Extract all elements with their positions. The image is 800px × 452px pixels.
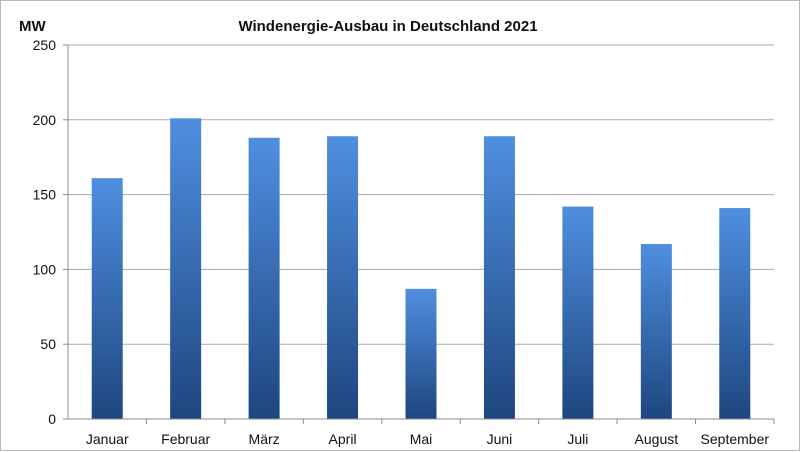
x-axis-tick-label: Februar xyxy=(161,431,210,447)
x-axis-tick-label: April xyxy=(329,431,357,447)
bar-juli xyxy=(562,206,594,419)
bar-januar xyxy=(91,178,123,419)
x-axis-tick-label: Juni xyxy=(487,431,513,447)
bars xyxy=(91,118,751,420)
x-axis-tick-label: März xyxy=(249,431,280,447)
chart-title: Windenergie-Ausbau in Deutschland 2021 xyxy=(238,18,537,35)
y-axis-tick-label: 250 xyxy=(33,37,57,53)
axes xyxy=(67,45,775,424)
y-axis-unit-label: MW xyxy=(19,18,46,35)
bar-juni xyxy=(483,136,515,420)
bar-august xyxy=(640,243,672,419)
x-axis-tick-label: Januar xyxy=(86,431,129,447)
x-axis-tick-label: September xyxy=(701,431,770,447)
y-axis-tick-labels: 0 50 100 150 200 250 xyxy=(33,37,57,427)
bar-april xyxy=(327,136,359,420)
bar-mai xyxy=(405,288,437,419)
y-axis-tick-label: 50 xyxy=(40,336,56,352)
x-axis-tick-label: August xyxy=(635,431,679,447)
x-axis-tick-labels: Januar Februar März April Mai Juni Juli August S… xyxy=(86,431,770,447)
bar-september xyxy=(719,208,751,419)
y-axis-tick-label: 0 xyxy=(48,411,56,427)
y-axis-tick-label: 100 xyxy=(33,261,57,277)
bar-m-rz xyxy=(248,137,280,419)
bar-februar xyxy=(170,118,202,419)
y-axis-tick-label: 150 xyxy=(33,187,57,203)
y-axis-tick-label: 200 xyxy=(33,112,57,128)
x-axis-tick-label: Mai xyxy=(410,431,433,447)
x-axis-tick-label: Juli xyxy=(567,431,588,447)
